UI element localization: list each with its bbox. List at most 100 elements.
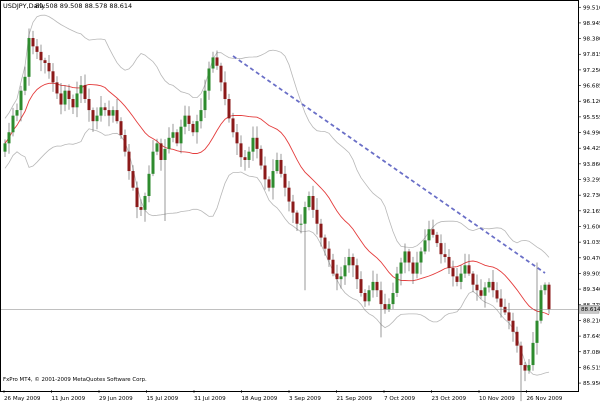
candle-bear: [131, 171, 135, 188]
y-tick-label: 88.210: [583, 318, 600, 324]
last-price-line: 88.614: [1, 305, 600, 314]
chart-ohlc-values: 89.508 89.508 88.578 88.614: [35, 2, 132, 10]
bollinger-bands: [4, 14, 550, 376]
candle-bear: [187, 115, 191, 124]
candle-bull: [151, 151, 155, 174]
candle-bull: [339, 276, 343, 280]
y-tick-label: 99.510: [583, 5, 600, 11]
y-tick-label: 93.295: [583, 178, 600, 184]
y-tick-label: 90.470: [583, 256, 600, 262]
candle-bull: [207, 68, 211, 91]
candle-bear: [243, 157, 247, 160]
y-tick-label: 93.860: [583, 162, 600, 168]
candle-bull: [299, 223, 303, 225]
candle-bull: [399, 262, 403, 274]
candle-bear: [315, 209, 319, 224]
candle-bear: [51, 71, 55, 83]
candle-bear: [123, 135, 127, 152]
candle-bull: [415, 262, 419, 274]
candle-bull: [271, 171, 275, 188]
candle-bear: [327, 248, 331, 260]
candle-bear: [59, 93, 63, 105]
candle-bear: [127, 151, 131, 172]
x-tick-label: 11 Jun 2009: [52, 396, 86, 402]
candle-bull: [527, 365, 531, 371]
candle-bull: [163, 148, 167, 160]
candle-bear: [39, 51, 43, 61]
candle-bull: [155, 143, 159, 152]
candle-bear: [47, 62, 51, 72]
candle-bear: [231, 118, 235, 133]
candle-bear: [295, 212, 299, 224]
candle-bull: [367, 290, 371, 302]
candle-bull: [15, 110, 19, 116]
candle-bull: [23, 76, 27, 91]
candle-bear: [35, 46, 39, 52]
candle-bull: [167, 137, 171, 149]
bollinger-lower: [4, 128, 550, 376]
candle-bear: [455, 276, 459, 282]
candle-bear: [55, 82, 59, 94]
candle-bull: [63, 90, 67, 105]
candle-bear: [383, 304, 387, 310]
candle-bull: [195, 121, 199, 133]
candle-bear: [175, 132, 179, 144]
candle-bear: [263, 165, 267, 180]
candle-bear: [451, 268, 455, 277]
x-tick-label: 31 Jul 2009: [194, 396, 226, 402]
candle-bear: [491, 281, 495, 291]
candle-bear: [519, 345, 523, 366]
candle-bear: [471, 273, 475, 285]
trend-line: [232, 55, 546, 274]
candle-bear: [479, 290, 483, 296]
y-tick-label: 87.080: [583, 350, 600, 356]
candle-bull: [211, 57, 215, 69]
candle-bear: [83, 85, 87, 99]
candle-bull: [423, 240, 427, 252]
candle-bear: [139, 207, 143, 210]
candle-bear: [547, 284, 551, 310]
candle-bear: [219, 65, 223, 83]
y-tick-label: 98.380: [583, 37, 600, 43]
candle-bull: [307, 196, 311, 208]
x-tick-label: 29 Jun 2009: [99, 396, 133, 402]
moving-average: [4, 82, 550, 316]
candle-bull: [535, 320, 539, 343]
candle-bull: [183, 115, 187, 127]
candle-bull: [171, 132, 175, 138]
candle-bear: [119, 121, 123, 136]
x-tick-label: 26 Nov 2009: [527, 396, 563, 402]
candle-bear: [467, 265, 471, 274]
candle-bear: [87, 99, 91, 111]
candle-bear: [43, 60, 47, 63]
candle-bear: [279, 159, 283, 174]
candle-bull: [419, 251, 423, 263]
candle-bull: [275, 159, 279, 172]
x-tick-label: 26 May 2009: [4, 396, 41, 402]
candle-bear: [91, 110, 95, 122]
candle-bear: [71, 99, 75, 108]
candle-bull: [79, 85, 83, 94]
y-tick-label: 92.730: [583, 193, 600, 199]
candle-bear: [443, 254, 447, 257]
candle-bear: [287, 187, 291, 202]
candle-bear: [447, 256, 451, 269]
candle-bull: [483, 287, 487, 296]
candle-bear: [283, 173, 287, 188]
candle-bear: [407, 251, 411, 263]
candle-bull: [391, 293, 395, 305]
y-tick-label: 87.645: [583, 334, 600, 340]
y-tick-label: 85.950: [583, 381, 600, 387]
y-tick-label: 91.035: [583, 240, 600, 246]
candle-bull: [427, 229, 431, 241]
candle-bull: [403, 251, 407, 263]
candle-bear: [227, 99, 231, 119]
candle-bull: [343, 265, 347, 277]
candle-bear: [291, 201, 295, 213]
candle-bull: [111, 110, 115, 116]
x-tick-label: 21 Sep 2009: [337, 396, 373, 402]
candle-bear: [31, 38, 35, 47]
candle-bear: [135, 187, 139, 208]
